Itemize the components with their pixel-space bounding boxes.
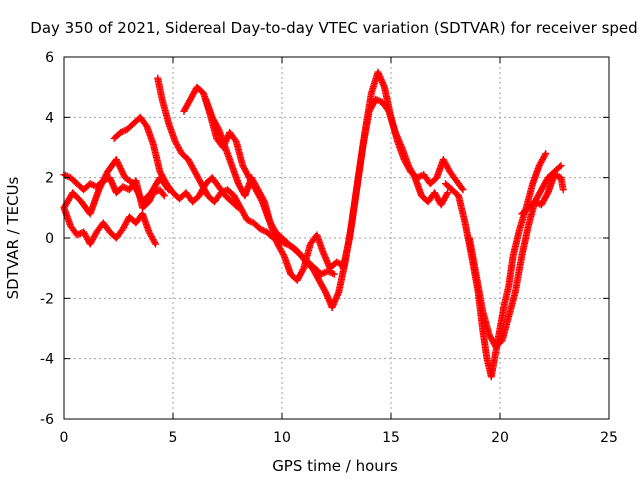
interp-point <box>443 190 451 198</box>
y-tick-label: 4 <box>45 110 54 126</box>
data-point <box>160 192 168 200</box>
interp-point <box>556 163 564 171</box>
interp-point <box>299 266 307 274</box>
interp-point <box>458 184 466 192</box>
series-track-d <box>110 113 242 212</box>
x-tick-label: 20 <box>491 430 509 446</box>
data-point <box>330 270 338 278</box>
series-track-k <box>465 162 565 351</box>
y-tick-label: 6 <box>45 50 54 66</box>
x-axis-label: GPS time / hours <box>272 457 398 475</box>
data-point <box>444 189 452 197</box>
interp-point <box>260 196 268 204</box>
interp-point <box>321 269 329 277</box>
data-point <box>152 240 160 248</box>
x-tick-label: 5 <box>169 430 178 446</box>
data-point <box>459 186 467 194</box>
series-track-f <box>180 83 338 278</box>
y-tick-label: -2 <box>40 291 54 307</box>
axis-ticks: 0 5 10 15 20 25 -6 -4 -2 0 2 4 6 <box>40 50 618 446</box>
y-tick-label: -4 <box>40 352 54 368</box>
interp-point <box>541 151 549 159</box>
series-track-b <box>60 204 160 248</box>
y-tick-label: 2 <box>45 171 54 187</box>
series-track-h <box>328 68 467 311</box>
series-track-i <box>339 95 452 272</box>
interp-point <box>384 106 392 114</box>
data-point <box>542 150 550 158</box>
interp-point <box>151 239 159 247</box>
x-tick-label: 25 <box>600 430 618 446</box>
x-tick-label: 15 <box>382 430 400 446</box>
y-axis-label: SDTVAR / TECUs <box>4 176 22 299</box>
data-point <box>557 162 565 170</box>
x-tick-label: 10 <box>273 430 291 446</box>
data-points <box>60 68 567 381</box>
y-tick-label: -6 <box>40 412 54 428</box>
interp-point <box>231 136 239 144</box>
chart-title: Day 350 of 2021, Sidereal Day-to-day VTE… <box>30 19 637 37</box>
series-track-l <box>518 171 567 218</box>
interp-point <box>159 190 167 198</box>
data-point <box>559 186 567 194</box>
x-tick-label: 0 <box>60 430 69 446</box>
series-track-g <box>202 95 347 284</box>
y-tick-label: 0 <box>45 231 54 247</box>
